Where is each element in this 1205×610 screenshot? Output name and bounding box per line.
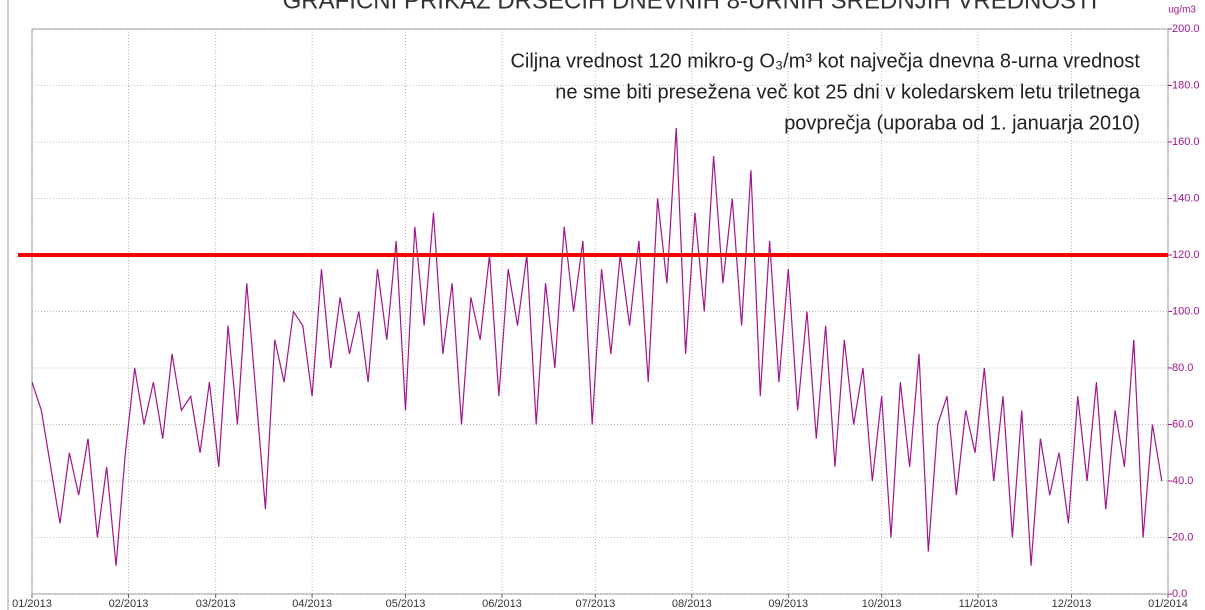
x-tick-label: 01/2014 <box>1148 598 1188 610</box>
x-tick-label: 04/2013 <box>292 598 332 610</box>
x-tick-label: 11/2013 <box>959 598 998 610</box>
y-tick-label: 120.0 <box>1172 249 1200 261</box>
y-tick-label: 140.0 <box>1172 192 1200 204</box>
y-tick-label: 0.0 <box>1172 588 1187 600</box>
x-tick-label: 08/2013 <box>672 598 712 610</box>
y-tick-label: 200.0 <box>1172 23 1200 35</box>
chart-title: GRAFIČNI PRIKAZ DRSEČIH DNEVNIH 8-URNIH … <box>283 0 1098 14</box>
annotation: povprečja (uporaba od 1. januarja 2010) <box>784 112 1140 134</box>
x-tick-label: 01/2013 <box>12 598 52 610</box>
annotation: ne sme biti presežena več kot 25 dni v k… <box>555 81 1141 103</box>
x-tick-label: 02/2013 <box>109 598 149 610</box>
y-tick-label: 180.0 <box>1172 79 1200 91</box>
y-tick-label: 40.0 <box>1172 475 1193 487</box>
y-axis-unit: ug/m3 <box>1168 5 1196 16</box>
x-tick-label: 03/2013 <box>196 598 236 610</box>
x-tick-label: 06/2013 <box>482 598 522 610</box>
y-tick-label: 100.0 <box>1172 305 1200 317</box>
x-tick-label: 12/2013 <box>1052 598 1092 610</box>
x-tick-label: 05/2013 <box>386 598 426 610</box>
y-tick-label: 20.0 <box>1172 531 1193 543</box>
data-line <box>31 127 1163 566</box>
y-tick-label: 80.0 <box>1172 362 1193 374</box>
y-tick-label: 60.0 <box>1172 418 1193 430</box>
x-tick-label: 09/2013 <box>768 598 808 610</box>
annotation: Ciljna vrednost 120 mikro-g O₃/m³ kot na… <box>510 50 1140 72</box>
x-tick-label: 10/2013 <box>862 598 902 610</box>
x-tick-label: 07/2013 <box>575 598 615 610</box>
y-tick-label: 160.0 <box>1172 136 1200 148</box>
